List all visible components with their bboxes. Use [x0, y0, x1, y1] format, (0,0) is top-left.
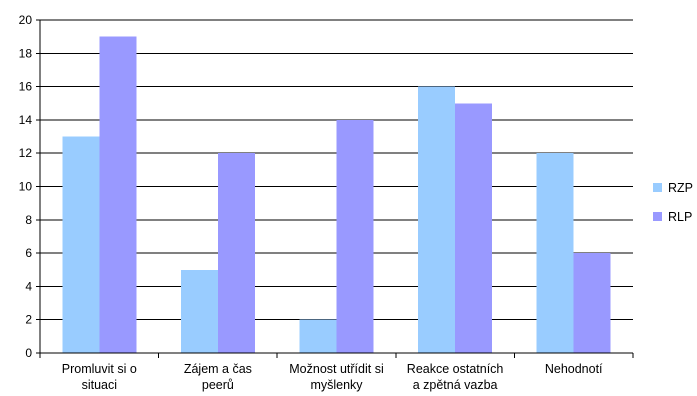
legend-label-rlp: RLP: [668, 210, 692, 224]
x-category-label: Promluvit si o situaci: [62, 362, 137, 392]
x-category-label: Možnost utřídit si myšlenky: [289, 362, 383, 392]
x-category-label-line: Nehodnotí: [545, 362, 603, 376]
legend: RZP RLP: [653, 181, 693, 224]
x-category-label: Zájem a čas peerů: [184, 362, 252, 392]
bar-rlp-4: [573, 253, 611, 353]
legend-swatch-rlp: [653, 212, 662, 221]
bar-rlp-2: [336, 119, 374, 354]
x-category-label-line: Promluvit si o: [62, 362, 137, 376]
x-category-label-line: Zájem a čas: [184, 362, 252, 376]
y-tick-label: 2: [25, 313, 32, 327]
bar-rlp-0: [99, 36, 137, 354]
x-category-label-line: myšlenky: [310, 378, 363, 392]
x-category-label: Nehodnotí: [545, 362, 603, 376]
bar-rzp-2: [299, 319, 337, 353]
x-category-label-line: peerů: [202, 378, 234, 392]
y-tick-label: 6: [25, 246, 32, 260]
x-category-label: Reakce ostatních a zpětná vazba: [407, 362, 504, 392]
bar-rlp-3: [455, 103, 493, 353]
bar-rzp-4: [536, 153, 574, 353]
x-category-label-line: Možnost utřídit si: [289, 362, 383, 376]
bar-rzp-1: [180, 269, 218, 353]
y-tick-label: 8: [25, 213, 32, 227]
x-category-label-line: a zpětná vazba: [413, 378, 498, 392]
bar-rzp-0: [62, 136, 100, 353]
bar-rlp-1: [217, 153, 255, 353]
y-tick-label: 12: [19, 146, 33, 160]
bars: [62, 36, 611, 354]
y-axis-ticks: 0 2 4 6 8 10 12 14 16 18 20: [19, 13, 40, 360]
bar-rzp-3: [418, 86, 456, 353]
y-tick-label: 20: [19, 13, 33, 27]
y-tick-label: 16: [19, 80, 33, 94]
x-category-label-line: Reakce ostatních: [407, 362, 504, 376]
y-tick-label: 10: [19, 180, 33, 194]
x-category-label-line: situaci: [82, 378, 117, 392]
y-tick-label: 0: [25, 346, 32, 360]
legend-label-rzp: RZP: [668, 181, 693, 195]
x-axis-labels: Promluvit si o situaci Zájem a čas peerů Mož…: [62, 362, 603, 392]
y-tick-label: 4: [25, 279, 32, 293]
y-tick-label: 14: [19, 113, 33, 127]
legend-swatch-rzp: [653, 183, 662, 192]
y-tick-label: 18: [19, 46, 33, 60]
